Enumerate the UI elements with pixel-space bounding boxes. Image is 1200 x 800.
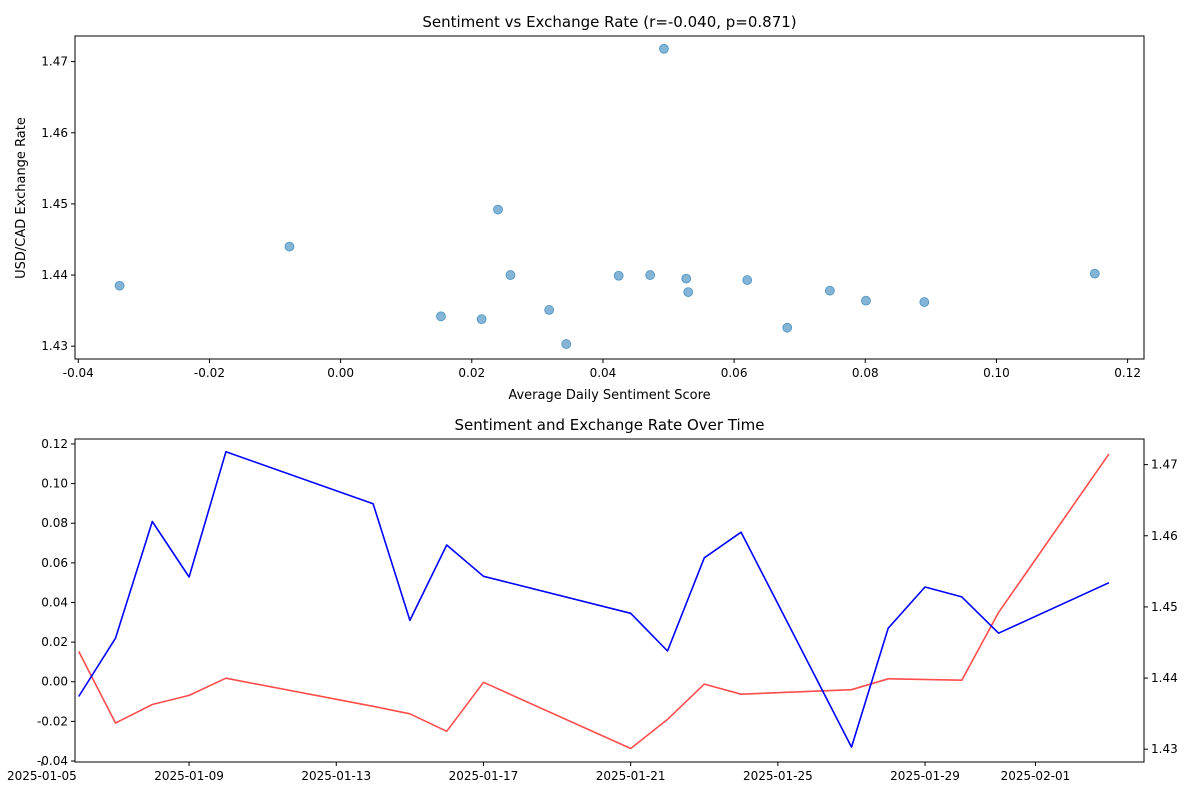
scatter-point (683, 287, 694, 298)
right-y-tick-label: 1.44 (1151, 671, 1178, 685)
sentiment-line (77, 453, 1110, 750)
scatter-point (1089, 268, 1100, 279)
x-tick-label: 0.12 (1114, 366, 1141, 380)
left-y-tick-label: 0.00 (41, 675, 68, 689)
x-tick-label: 2025-01-05 (7, 769, 77, 783)
left-y-tick-label: -0.04 (37, 754, 68, 768)
x-tick-label: -0.02 (194, 366, 225, 380)
x-tick-label: 2025-02-01 (1001, 769, 1071, 783)
left-y-tick-label: 0.08 (41, 516, 68, 530)
timeseries-title: Sentiment and Exchange Rate Over Time (454, 416, 764, 434)
scatter-point (544, 305, 555, 315)
y-tick-label: 1.47 (41, 55, 68, 69)
x-tick-label: 2025-01-17 (449, 769, 519, 783)
x-tick-label: 2025-01-09 (154, 769, 224, 783)
x-tick-label: 0.10 (983, 366, 1010, 380)
x-tick-label: 0.04 (590, 366, 617, 380)
left-y-tick-label: 0.12 (41, 437, 68, 451)
x-tick-label: 0.08 (852, 366, 879, 380)
x-tick-label: 2025-01-29 (890, 769, 960, 783)
scatter-point (114, 280, 125, 291)
scatter-panel: Sentiment vs Exchange Rate (r=-0.040, p=… (14, 13, 1145, 403)
y-tick-label: 1.46 (41, 126, 68, 140)
left-y-tick-label: -0.02 (37, 714, 68, 728)
y-tick-label: 1.45 (41, 197, 68, 211)
scatter-title: Sentiment vs Exchange Rate (r=-0.040, p=… (422, 13, 796, 31)
scatter-x-label: Average Daily Sentiment Score (508, 388, 710, 403)
scatter-plot-frame (74, 35, 1145, 360)
scatter-point (561, 339, 572, 349)
y-tick-label: 1.44 (41, 268, 68, 282)
scatter-point (436, 311, 446, 322)
scatter-y-label: USD/CAD Exchange Rate (14, 117, 29, 279)
y-tick-label: 1.43 (41, 339, 68, 353)
x-tick-label: 2025-01-25 (743, 769, 813, 783)
scatter-point (681, 273, 692, 284)
x-tick-label: 0.00 (327, 366, 354, 380)
scatter-point (782, 322, 793, 333)
scatter-point (659, 43, 669, 54)
right-y-tick-label: 1.46 (1151, 529, 1178, 543)
timeseries-plot-frame (74, 438, 1145, 763)
left-y-tick-label: 0.10 (41, 477, 68, 491)
x-tick-label: 0.06 (721, 366, 748, 380)
exchange-rate-line (78, 450, 1110, 748)
scatter-point (861, 295, 871, 306)
x-tick-label: -0.04 (63, 366, 94, 380)
scatter-point (919, 297, 930, 307)
right-y-tick-label: 1.47 (1151, 458, 1178, 472)
x-tick-label: 2025-01-21 (596, 769, 666, 783)
scatter-point (476, 314, 487, 325)
scatter-point (284, 241, 295, 252)
timeseries-panel: Sentiment and Exchange Rate Over Time 20… (7, 416, 1178, 783)
scatter-point (824, 285, 835, 296)
right-y-tick-label: 1.45 (1151, 600, 1178, 614)
scatter-point (742, 275, 753, 285)
x-tick-label: 2025-01-13 (301, 769, 371, 783)
scatter-point (505, 270, 516, 280)
left-y-tick-label: 0.06 (41, 556, 68, 570)
scatter-point (645, 270, 656, 280)
scatter-point (493, 204, 503, 215)
right-y-tick-label: 1.43 (1151, 742, 1178, 756)
left-y-tick-label: 0.04 (41, 595, 68, 609)
left-y-tick-label: 0.02 (41, 635, 68, 649)
x-tick-label: 0.02 (458, 366, 485, 380)
scatter-point (613, 270, 624, 281)
